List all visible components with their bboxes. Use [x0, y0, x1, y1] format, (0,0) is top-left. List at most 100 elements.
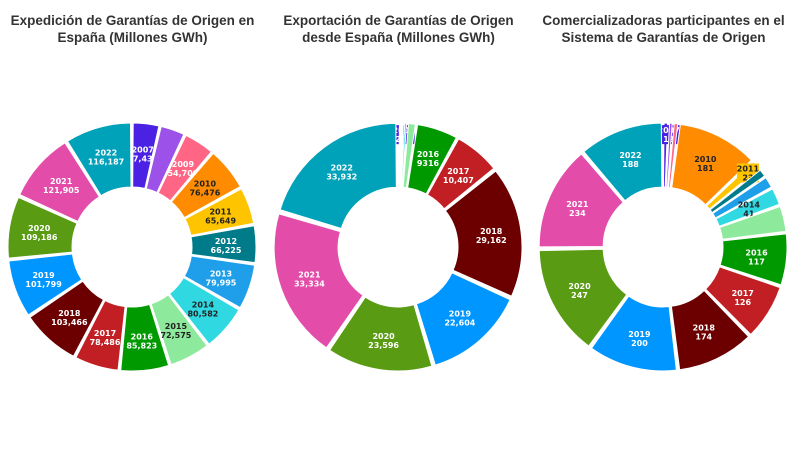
chart-2-slice-2014[interactable]	[400, 122, 408, 188]
chart-2-value-label-2020: 23,596	[368, 341, 399, 350]
chart-1-year-label-2013: 2013	[210, 269, 232, 278]
chart-3-slice-2022[interactable]	[583, 122, 663, 202]
chart-1-year-label-2018: 2018	[58, 309, 81, 318]
chart-3-year-label-2007: 2007	[658, 126, 680, 135]
chart-3-value-label-2014: 41	[743, 210, 755, 219]
chart-3-slice-2012[interactable]	[709, 169, 766, 214]
chart-1-value-label-2014: 80,582	[187, 310, 218, 319]
chart-3-year-label-2022: 2022	[619, 151, 641, 160]
chart-3-year-label-2010: 2010	[694, 155, 717, 164]
chart-1-value-label-2017: 78,486	[90, 338, 121, 347]
chart-1-slice-2010[interactable]	[170, 152, 241, 219]
chart-3-value-label-2018: 174	[695, 333, 712, 342]
chart-1-slice-2017[interactable]	[75, 299, 126, 371]
chart-3-value-label-2019: 200	[631, 339, 648, 348]
chart-3-value-label-2021: 234	[569, 209, 586, 218]
chart-1-slice-2011[interactable]	[184, 188, 255, 236]
chart-3-slice-2014[interactable]	[715, 188, 781, 227]
chart-1-year-label-2012: 2012	[215, 237, 237, 246]
chart-3-slice-2015[interactable]	[719, 205, 787, 240]
chart-1-slice-2015[interactable]	[150, 294, 208, 366]
chart-2-slice-2022[interactable]	[279, 122, 397, 230]
chart-1-slice-2018[interactable]	[29, 280, 105, 357]
chart-2-slice-2018[interactable]	[444, 170, 523, 297]
chart-1-value-label-2010: 76,476	[189, 189, 220, 198]
chart-2-value-label-2022: 33,932	[326, 173, 357, 182]
chart-2-year-label-2016: 2016	[417, 150, 440, 159]
chart-3-slice-2019[interactable]	[590, 295, 677, 372]
chart-3-year-label-2021: 2021	[566, 200, 589, 209]
chart-2-slice-2013[interactable]	[399, 122, 404, 188]
chart-3-value-label-2017: 126	[734, 298, 751, 307]
chart-1-value-label-2015: 72,575	[160, 331, 191, 340]
chart-1-year-label-2009: 2009	[172, 160, 195, 169]
chart-1-year-label-2007: 2007	[132, 146, 154, 155]
chart-2-year-label-2019: 2019	[449, 310, 472, 319]
chart-1-year-label-2014: 2014	[192, 301, 215, 310]
chart-1-title: Expedición de Garantías de Origen en Esp…	[10, 13, 255, 45]
chart-1-year-label-2020: 2020	[28, 224, 51, 233]
chart-1-year-label-2016: 2016	[131, 332, 154, 341]
chart-3-value-label-2010: 181	[697, 164, 714, 173]
chart-1-value-label-2021: 121,905	[43, 186, 80, 195]
chart-2-slice-2017[interactable]	[426, 138, 495, 210]
chart-2-year-label-2021: 2021	[298, 270, 321, 279]
chart-2-value-label-2018: 29,162	[476, 236, 507, 245]
chart-1-slice-2009[interactable]	[157, 134, 212, 202]
chart-2-value-label-2017: 10,407	[443, 176, 474, 185]
chart-1-value-label-2007: 47,430	[127, 155, 158, 164]
chart-1-slice-2021[interactable]	[19, 142, 101, 223]
chart-3-slice-2008[interactable]	[665, 122, 673, 188]
chart-3-slice-2016[interactable]	[719, 233, 788, 286]
chart-1-value-label-2012: 66,225	[211, 246, 242, 255]
chart-2-slice-2021[interactable]	[273, 213, 364, 349]
chart-1-value-label-2020: 109,186	[21, 233, 58, 242]
chart-3-slice-2018[interactable]	[670, 289, 750, 371]
chart-1-year-label-2015: 2015	[165, 322, 188, 331]
chart-3-slice-2017[interactable]	[704, 266, 781, 336]
chart-2-value-label-2016: 9316	[417, 159, 440, 168]
chart-3-value-label-2011: 23	[742, 173, 753, 182]
chart-2-year-label-2017: 2017	[447, 167, 469, 176]
chart-1-value-label-2013: 79,995	[206, 278, 237, 287]
chart-1-value-label-2019: 101,799	[25, 280, 62, 289]
chart-1-slice-2007[interactable]	[132, 122, 160, 190]
chart-3-slice-2021[interactable]	[538, 153, 624, 248]
chart-3-slice-2010[interactable]	[671, 123, 753, 206]
chart-1-slice-2013[interactable]	[183, 255, 256, 309]
chart-3-year-label-2018: 2018	[693, 324, 716, 333]
chart-1-value-label-2018: 103,466	[51, 318, 88, 327]
chart-1-value-label-2022: 116,187	[88, 158, 124, 167]
chart-1-year-label-2021: 2021	[50, 177, 73, 186]
chart-2-year-label-2018: 2018	[480, 227, 503, 236]
chart-1-year-label-2017: 2017	[94, 329, 116, 338]
chart-2-slice-2019[interactable]	[415, 272, 511, 366]
chart-1-slice-2008[interactable]	[145, 125, 185, 194]
chart-1-slice-2014[interactable]	[168, 276, 240, 345]
chart-3-year-label-2017: 2017	[732, 289, 754, 298]
chart-1-slice-2022[interactable]	[66, 122, 132, 197]
chart-3-slice-2009[interactable]	[667, 122, 679, 188]
chart-3-value-label-2020: 247	[571, 291, 588, 300]
chart-2-year-label-2022: 2022	[331, 164, 353, 173]
chart-1-slice-2019[interactable]	[8, 253, 83, 316]
chart-3-slice-2013[interactable]	[712, 176, 773, 219]
chart-1-value-label-2016: 85,823	[126, 341, 157, 350]
chart-3-slice-2020[interactable]	[538, 248, 628, 347]
chart-2-title: Exportación de Garantías de Origen desde…	[283, 13, 514, 45]
chart-2-year-label-2007: 2007	[393, 126, 415, 135]
chart-1-year-label-2010: 2010	[194, 180, 217, 189]
chart-3-year-label-2014: 2014	[738, 201, 761, 210]
chart-1-slice-2012[interactable]	[190, 225, 257, 264]
chart-1-year-label-2022: 2022	[95, 149, 117, 158]
chart-3-value-label-2022: 188	[622, 160, 639, 169]
chart-2-slice-2015[interactable]	[402, 122, 416, 189]
chart-1-slice-2016[interactable]	[120, 303, 170, 372]
chart-1-slice-2020[interactable]	[7, 196, 78, 259]
chart-2-value-label-2019: 22,604	[444, 319, 475, 328]
chart-1-year-label-2019: 2019	[32, 271, 55, 280]
chart-2-slice-2020[interactable]	[328, 296, 433, 372]
chart-2-slice-2016[interactable]	[407, 124, 458, 195]
